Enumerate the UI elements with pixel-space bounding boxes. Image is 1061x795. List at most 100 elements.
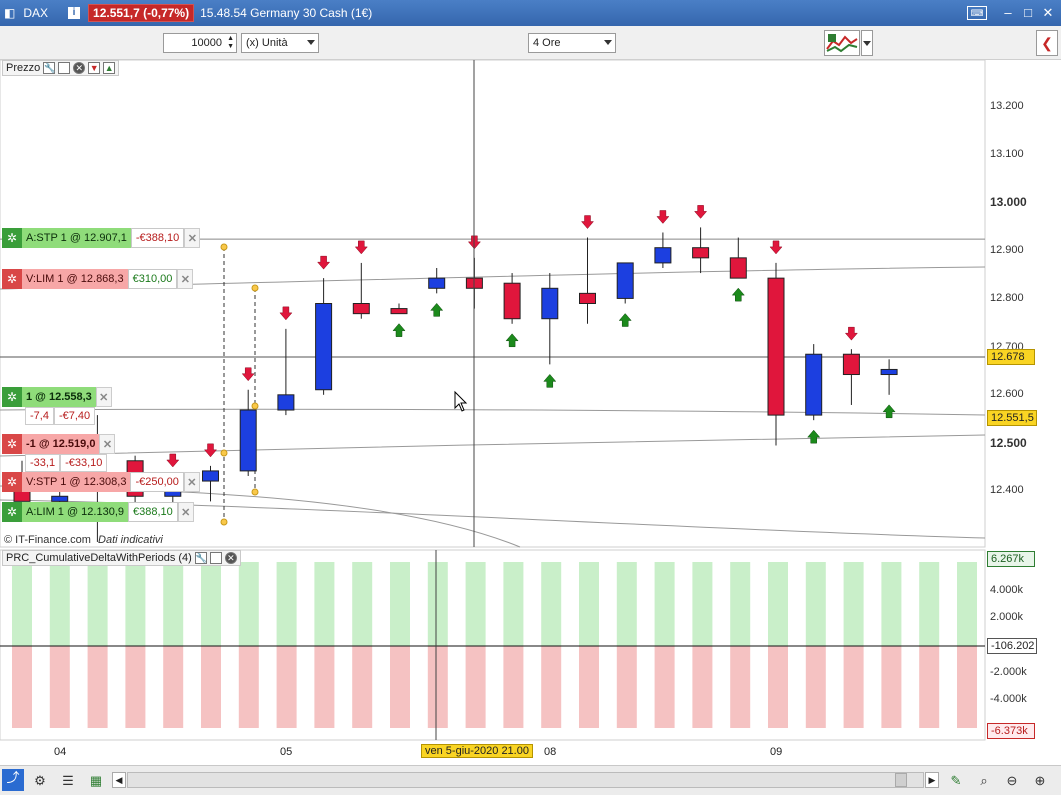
order-label[interactable]: V:STP 1 @ 12.308,3 — [22, 472, 131, 492]
quantity-stepper[interactable]: 10000 ▲ ▼ — [163, 33, 237, 53]
cursor-tool-icon[interactable]: ✎ — [950, 773, 962, 788]
sell-arrow-icon — [694, 205, 708, 219]
info-icon[interactable]: i — [68, 7, 81, 19]
window-icon[interactable] — [58, 62, 71, 74]
position-label[interactable]: -1 @ 12.519,0 — [22, 434, 100, 454]
timeframe-select[interactable]: 4 Ore — [528, 33, 616, 53]
scroll-thumb[interactable] — [895, 773, 907, 787]
delta-negative-bar — [465, 646, 486, 728]
y-tick: 12.900 — [990, 244, 1024, 256]
close-icon[interactable]: ✕ — [224, 552, 237, 564]
gear-icon[interactable]: ✲ — [2, 269, 22, 289]
order-label[interactable]: A:LIM 1 @ 12.130,9 — [22, 502, 129, 522]
chart-toolbar: 10000 ▲ ▼ (x) Unità 4 Ore ❮ — [0, 26, 1061, 60]
close-icon[interactable]: ✕ — [73, 62, 86, 74]
watermark: © IT-Finance.com Dati indicativi — [4, 534, 163, 546]
list-icon[interactable]: ☰ — [62, 773, 74, 788]
delta-positive-bar — [654, 562, 675, 646]
order-label[interactable]: V:LIM 1 @ 12.868,3 — [22, 269, 128, 289]
move-down-icon[interactable]: ▼ — [88, 62, 101, 74]
scroll-left-button[interactable]: ◀ — [112, 772, 126, 788]
close-icon[interactable]: ✕ — [183, 472, 200, 492]
gear-icon[interactable]: ✲ — [2, 434, 22, 454]
anchor-point — [220, 243, 228, 251]
sell-arrow-icon — [656, 210, 670, 224]
chevron-down-icon — [307, 40, 315, 45]
close-icon[interactable]: ✕ — [177, 502, 194, 522]
zoom-out-icon[interactable]: ⊖ — [1006, 773, 1018, 788]
delta-positive-bar — [390, 562, 410, 646]
buy-arrow-icon — [882, 404, 896, 419]
chart-area[interactable]: Prezzo 🔧 ✕ ▼ ▲ PRC_CumulativeDeltaWithPe… — [0, 60, 1061, 765]
delta-negative-bar — [730, 646, 751, 728]
delta-positive-bar — [87, 562, 108, 646]
maximize-button[interactable]: □ — [1024, 5, 1032, 20]
position-points: -33,1 — [25, 454, 61, 472]
delta-negative-bar — [957, 646, 977, 728]
candle-body — [880, 368, 898, 376]
close-icon[interactable]: ✕ — [184, 228, 201, 248]
side-panel-toggle[interactable]: ❮ — [1036, 30, 1058, 56]
anchor-point — [220, 518, 228, 526]
grid-icon[interactable]: ▦ — [89, 773, 103, 788]
position-label[interactable]: 1 @ 12.558,3 — [22, 387, 96, 407]
timeframe-select-value: 4 Ore — [533, 37, 561, 49]
buy-arrow-icon — [618, 313, 632, 327]
order-label[interactable]: A:STP 1 @ 12.907,1 — [22, 228, 131, 248]
close-icon[interactable]: ✕ — [95, 387, 112, 407]
keyboard-icon[interactable]: ⌨ — [967, 6, 987, 20]
delta-positive-bar — [503, 562, 524, 646]
close-button[interactable]: ✕ — [1042, 5, 1054, 20]
sell-arrow-icon — [203, 443, 218, 458]
zoom-in-icon[interactable]: ⊕ — [1034, 773, 1046, 788]
price-panel-header: Prezzo 🔧 ✕ ▼ ▲ — [2, 60, 120, 76]
gear-icon[interactable]: ✲ — [2, 387, 22, 407]
scroll-right-button[interactable]: ▶ — [925, 772, 939, 788]
chart-svg[interactable] — [0, 60, 1061, 765]
zoom-area-icon[interactable]: ⌕ — [980, 773, 988, 788]
drawing-tools-icon[interactable]: ⚙ — [34, 773, 46, 788]
position-long[interactable]: ✲ 1 @ 12.558,3 ✕ — [2, 387, 112, 407]
window-icon[interactable] — [209, 552, 222, 564]
order-buy-stop[interactable]: ✲ A:STP 1 @ 12.907,1 -€388,10 ✕ — [2, 228, 201, 248]
position-points: -7,4 — [25, 407, 54, 425]
share-icon[interactable]: ⤴ — [2, 769, 24, 791]
indicator-bottom-badge: -6.373k — [987, 723, 1035, 739]
order-sell-stop[interactable]: ✲ V:STP 1 @ 12.308,3 -€250,00 ✕ — [2, 472, 200, 492]
buy-arrow-icon — [392, 323, 406, 337]
position-short[interactable]: ✲ -1 @ 12.519,0 ✕ — [2, 434, 116, 454]
delta-positive-bar — [125, 562, 146, 646]
unit-select[interactable]: (x) Unità — [241, 33, 319, 53]
buy-arrow-icon — [731, 287, 745, 302]
delta-negative-bar — [276, 646, 297, 728]
gear-icon[interactable]: ✲ — [2, 228, 22, 248]
crosshair-price-badge: 12.678 — [987, 349, 1035, 365]
delta-positive-bar — [768, 562, 788, 646]
indicator-menu-dropdown[interactable] — [861, 30, 873, 56]
order-sell-limit[interactable]: ✲ V:LIM 1 @ 12.868,3 €310,00 ✕ — [2, 269, 194, 289]
candle-body — [202, 470, 219, 482]
candle-body — [692, 247, 710, 259]
delta-negative-bar — [201, 646, 221, 728]
quantity-value[interactable]: 10000 — [191, 37, 222, 49]
minimize-button[interactable]: – — [1004, 5, 1012, 20]
add-indicator-button[interactable] — [824, 30, 860, 56]
delta-positive-bar — [692, 562, 713, 646]
chevron-down-icon — [863, 41, 871, 46]
delta-negative-bar — [616, 646, 637, 728]
delta-positive-bar — [541, 562, 562, 646]
move-up-icon[interactable]: ▲ — [103, 62, 116, 74]
indicator-zero-badge: -106.202 — [987, 638, 1037, 654]
wrench-icon[interactable]: 🔧 — [194, 552, 208, 564]
gear-icon[interactable]: ✲ — [2, 502, 22, 522]
close-icon[interactable]: ✕ — [177, 269, 194, 289]
indicator-top-badge: 6.267k — [987, 551, 1035, 567]
horizontal-scrollbar[interactable] — [127, 772, 924, 788]
delta-negative-bar — [163, 646, 184, 728]
close-icon[interactable]: ✕ — [99, 434, 116, 454]
wrench-icon[interactable]: 🔧 — [43, 62, 56, 74]
candle-body — [767, 277, 785, 416]
gear-icon[interactable]: ✲ — [2, 472, 22, 492]
stepper-arrows-icon[interactable]: ▲ ▼ — [227, 35, 234, 50]
order-buy-limit[interactable]: ✲ A:LIM 1 @ 12.130,9 €388,10 ✕ — [2, 502, 194, 522]
